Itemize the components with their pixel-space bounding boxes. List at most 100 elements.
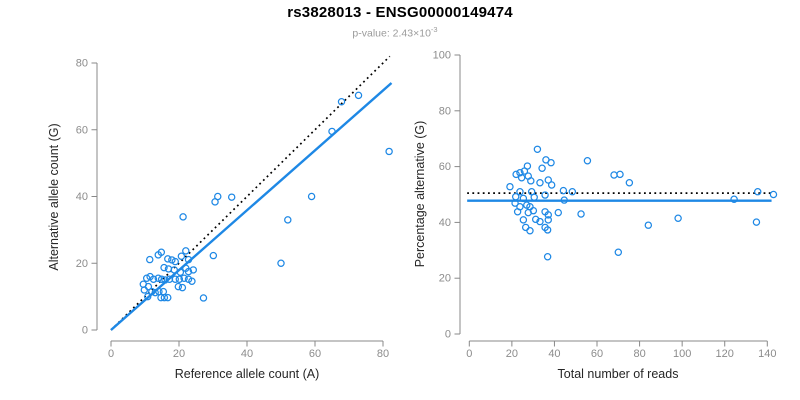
data-point (513, 208, 522, 216)
data-point (543, 252, 552, 261)
y-tick-label: 20 (439, 273, 451, 285)
data-point (625, 179, 634, 187)
x-tick-label: 60 (591, 348, 603, 360)
data-point (157, 275, 166, 283)
x-tick-label: 40 (548, 348, 560, 360)
data-point (184, 255, 193, 264)
data-point (512, 170, 520, 179)
data-point (161, 276, 169, 284)
data-point (543, 226, 552, 234)
x-tick-label: 0 (108, 348, 114, 360)
data-point (769, 190, 778, 199)
data-point (519, 194, 528, 203)
data-point (516, 169, 524, 177)
x-tick-label: 20 (506, 348, 518, 360)
data-point (149, 275, 158, 283)
data-point (554, 208, 562, 217)
data-point (544, 211, 552, 219)
data-point (531, 215, 540, 224)
x-tick-label: 140 (758, 348, 776, 360)
data-point (154, 274, 162, 282)
y-tick-label: 60 (439, 161, 451, 173)
data-point (536, 179, 544, 187)
data-point (188, 277, 196, 285)
data-point (616, 170, 624, 179)
data-point (511, 193, 520, 201)
data-point (644, 221, 653, 229)
right-scatter-plot: 0 20 40 60 80 100 120 140 0 20 40 60 80 100 (433, 50, 778, 360)
data-point (164, 255, 172, 263)
data-point (544, 216, 552, 224)
y-tick-label: 40 (439, 217, 451, 229)
right-y-axis-title: Percentage alternative (G) (413, 121, 427, 268)
data-point (227, 193, 236, 201)
data-point (171, 275, 179, 283)
p-value-text: p-value: 2.43×10 (352, 27, 431, 40)
data-point (577, 210, 585, 218)
left-x-axis-title: Reference allele count (A) (175, 367, 320, 381)
y-tick-label: 80 (439, 105, 451, 117)
data-point (159, 287, 168, 296)
data-point (171, 257, 179, 266)
data-point (164, 293, 172, 302)
data-point (385, 147, 393, 156)
x-tick-label: 40 (241, 348, 253, 360)
data-point (189, 266, 198, 274)
data-point (519, 216, 528, 224)
data-point (151, 288, 159, 297)
data-point (284, 216, 292, 224)
data-point (547, 158, 555, 167)
data-point (143, 292, 152, 301)
left-scatter-plot: 0 20 40 60 80 0 20 40 60 80 (76, 55, 393, 360)
y-tick-label: 0 (445, 329, 451, 341)
y-tick-label: 0 (82, 325, 88, 337)
data-point (511, 199, 519, 207)
data-point (199, 294, 208, 302)
data-point (614, 248, 623, 256)
data-point (753, 187, 762, 196)
data-point (541, 191, 549, 199)
data-point (533, 145, 542, 154)
data-point (752, 218, 761, 226)
data-point (176, 268, 185, 276)
p-value-exponent: -3 (430, 25, 438, 34)
y-tick-label: 100 (433, 50, 451, 62)
data-point (177, 252, 186, 260)
data-point (160, 263, 168, 272)
data-point (538, 164, 546, 172)
data-point (337, 97, 346, 106)
data-point (516, 187, 524, 196)
y-tick-label: 20 (76, 258, 88, 270)
left-y-axis-title: Alternative allele count (G) (47, 123, 61, 270)
x-tick-label: 100 (673, 348, 691, 360)
data-point (520, 167, 529, 175)
fit-line (110, 82, 393, 331)
data-point (146, 255, 154, 264)
data-point (180, 274, 188, 282)
data-point (178, 283, 187, 292)
data-point (184, 267, 193, 276)
x-tick-label: 80 (377, 348, 389, 360)
data-point (182, 247, 190, 255)
y-tick-label: 40 (76, 191, 88, 203)
data-point (328, 127, 336, 136)
data-point (175, 275, 184, 283)
data-point (179, 213, 187, 221)
data-point (307, 192, 316, 201)
data-point (610, 171, 618, 179)
data-point (529, 206, 538, 215)
data-point (174, 282, 183, 291)
data-point (521, 223, 530, 232)
y-tick-label: 80 (76, 58, 88, 70)
plot-title: rs3828013 - ENSG00000149474 (287, 4, 513, 21)
x-tick-label: 120 (716, 348, 734, 360)
data-point (354, 91, 363, 100)
data-point (526, 227, 534, 235)
data-point (148, 287, 156, 296)
data-point (170, 266, 178, 274)
x-tick-label: 60 (309, 348, 321, 360)
y-tick-label: 60 (76, 124, 88, 136)
data-point (530, 193, 538, 202)
